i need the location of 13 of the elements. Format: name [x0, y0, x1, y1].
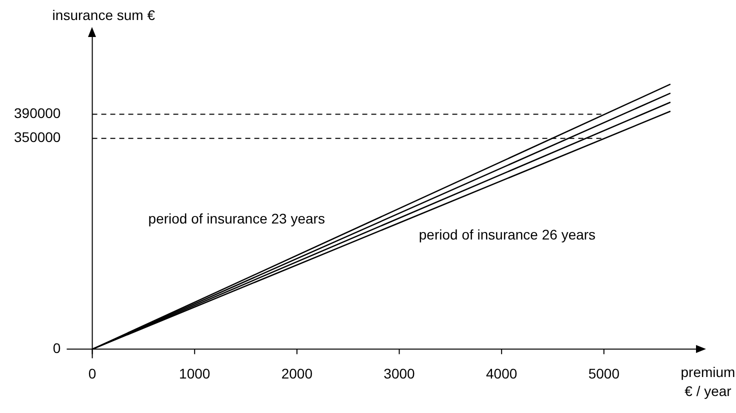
- x-tick-label: 3000: [384, 365, 416, 382]
- x-tick-label: 0: [88, 365, 96, 382]
- x-tick-label: 4000: [486, 365, 518, 382]
- annotation: period of insurance 23 years: [148, 210, 325, 227]
- y-axis-title: insurance sum €: [52, 7, 156, 23]
- x-tick-label: 2000: [281, 365, 313, 382]
- x-tick-label: 5000: [588, 365, 620, 382]
- x-tick-label: 1000: [179, 365, 210, 382]
- annotation: period of insurance 26 years: [418, 226, 596, 243]
- y-tick-label: 350000: [14, 129, 61, 146]
- y-tick-label: 390000: [14, 105, 61, 122]
- x-axis-title: premium € / year: [680, 364, 736, 400]
- y-tick-label: 0: [52, 340, 61, 356]
